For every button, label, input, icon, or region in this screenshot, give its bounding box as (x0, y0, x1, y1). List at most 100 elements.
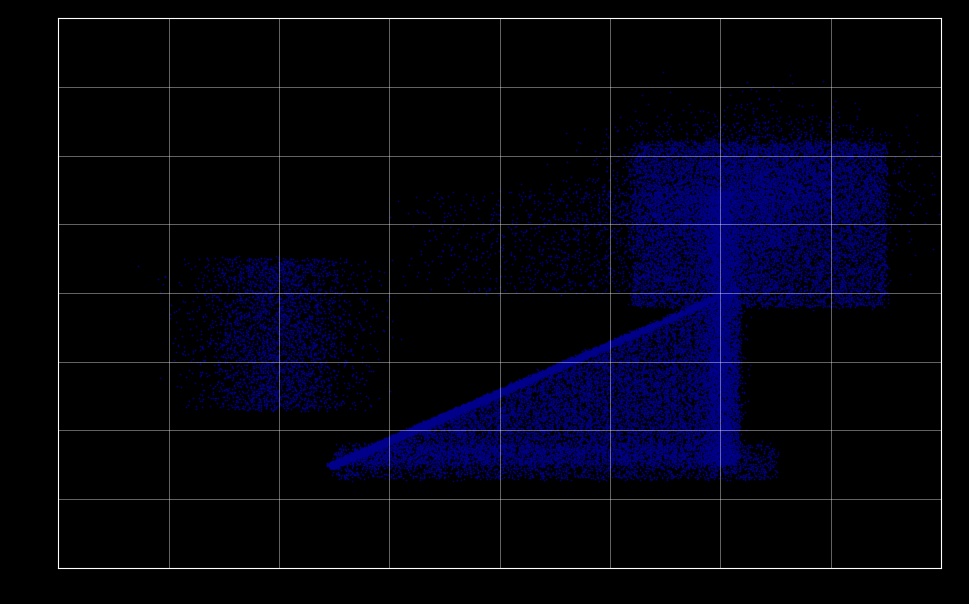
Point (510, 379, 525, 389)
Point (771, 181, 787, 190)
Point (648, 244, 664, 254)
Point (406, 425, 422, 435)
Point (328, 452, 344, 462)
Point (750, 198, 766, 207)
Point (706, 442, 722, 451)
Point (702, 145, 717, 155)
Point (844, 199, 860, 209)
Point (333, 456, 349, 466)
Point (503, 385, 518, 394)
Point (687, 303, 703, 313)
Point (489, 390, 505, 400)
Point (645, 210, 661, 220)
Point (460, 453, 476, 463)
Point (747, 257, 763, 267)
Point (467, 439, 483, 449)
Point (619, 408, 635, 417)
Point (555, 384, 571, 393)
Point (433, 411, 449, 421)
Point (709, 299, 725, 309)
Point (512, 381, 527, 391)
Point (678, 211, 694, 220)
Point (610, 444, 626, 454)
Point (782, 271, 797, 281)
Point (683, 345, 699, 355)
Point (751, 256, 766, 266)
Point (442, 410, 457, 420)
Point (493, 387, 509, 397)
Point (668, 341, 683, 351)
Point (660, 246, 675, 255)
Point (817, 210, 832, 220)
Point (444, 408, 459, 417)
Point (833, 277, 849, 287)
Point (710, 400, 726, 410)
Point (400, 429, 416, 439)
Point (325, 457, 340, 466)
Point (438, 411, 453, 420)
Point (761, 276, 776, 286)
Point (264, 289, 279, 298)
Point (330, 457, 346, 467)
Point (715, 274, 731, 283)
Point (626, 257, 641, 267)
Point (721, 249, 736, 259)
Point (709, 380, 725, 390)
Point (860, 268, 876, 277)
Point (687, 231, 703, 241)
Point (296, 378, 311, 387)
Point (475, 228, 490, 238)
Point (754, 225, 769, 234)
Point (794, 224, 809, 234)
Point (815, 176, 830, 186)
Point (644, 252, 660, 262)
Point (664, 237, 679, 246)
Point (766, 242, 782, 251)
Point (670, 286, 685, 295)
Point (701, 146, 716, 155)
Point (697, 442, 712, 452)
Point (695, 297, 710, 307)
Point (428, 415, 444, 425)
Point (620, 342, 636, 352)
Point (301, 400, 317, 410)
Point (473, 394, 488, 404)
Point (691, 391, 706, 400)
Point (709, 361, 725, 370)
Point (714, 298, 730, 308)
Point (716, 222, 732, 232)
Point (715, 281, 731, 291)
Point (581, 347, 597, 356)
Point (602, 382, 617, 392)
Point (224, 255, 239, 265)
Point (521, 403, 537, 413)
Point (657, 411, 672, 421)
Point (673, 163, 689, 173)
Point (502, 382, 517, 391)
Point (700, 242, 715, 252)
Point (256, 257, 271, 267)
Point (535, 370, 550, 380)
Point (465, 400, 481, 410)
Point (645, 320, 661, 330)
Point (686, 332, 702, 342)
Point (360, 444, 376, 454)
Point (354, 343, 369, 353)
Point (796, 272, 811, 282)
Point (707, 206, 723, 216)
Point (665, 329, 680, 339)
Point (417, 419, 432, 428)
Point (516, 378, 531, 387)
Point (693, 213, 708, 223)
Point (481, 428, 496, 438)
Point (793, 266, 808, 275)
Point (626, 361, 641, 371)
Point (725, 190, 740, 200)
Point (588, 413, 604, 422)
Point (261, 323, 276, 333)
Point (500, 423, 516, 433)
Point (603, 416, 618, 425)
Point (372, 441, 388, 451)
Point (482, 391, 497, 400)
Point (790, 238, 805, 248)
